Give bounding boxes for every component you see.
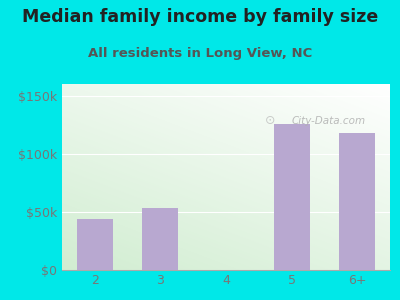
Bar [142, 208, 178, 270]
Text: City-Data.com: City-Data.com [292, 116, 366, 126]
Text: Median family income by family size: Median family income by family size [22, 8, 378, 26]
Text: All residents in Long View, NC: All residents in Long View, NC [88, 46, 312, 59]
Bar [274, 124, 310, 270]
Bar [77, 219, 113, 270]
Text: ⊙: ⊙ [265, 114, 276, 127]
Bar [339, 133, 375, 270]
